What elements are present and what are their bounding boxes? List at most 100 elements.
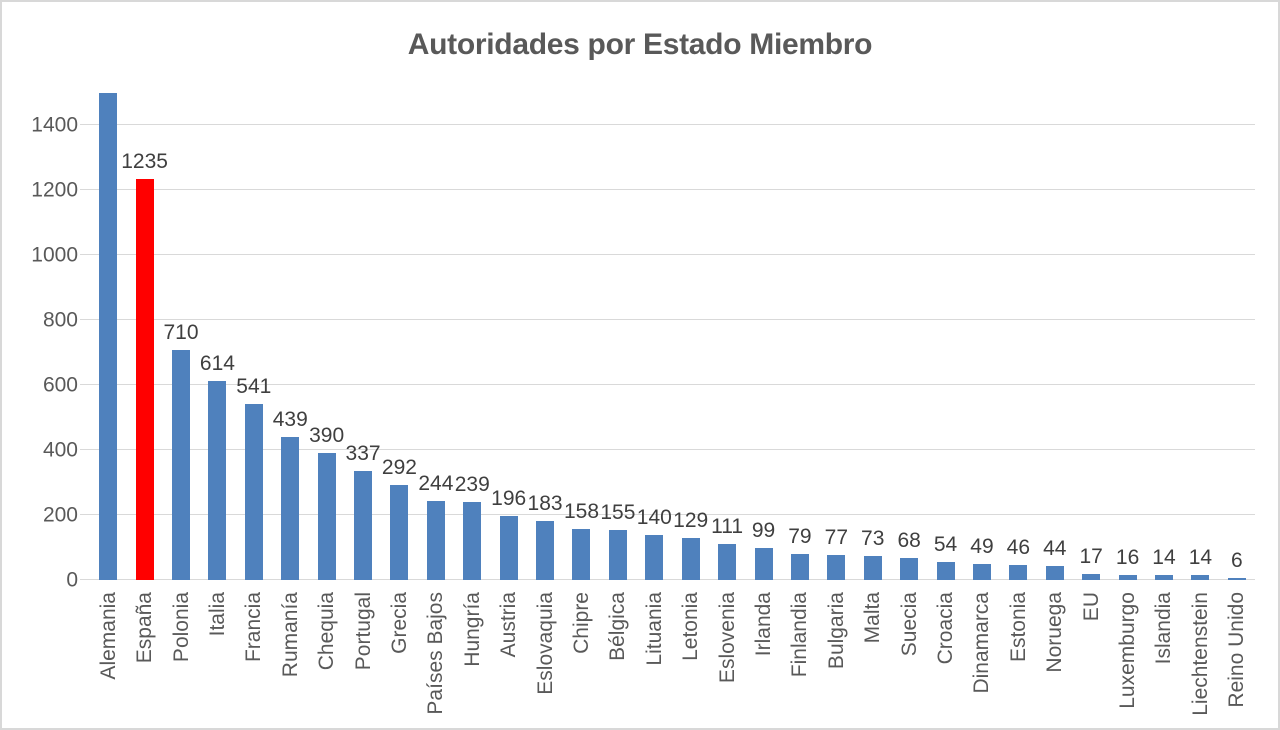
bar [1045,565,1064,580]
x-tick-label: Hungría [460,592,484,667]
bar-slot: 710 [163,93,199,580]
x-tick-label: Reino Unido [1225,592,1249,708]
bar-slot: 68 [891,93,927,580]
bar [463,502,482,580]
bar-slot: 54 [927,93,963,580]
bar [863,556,882,580]
bar-slot: 239 [454,93,490,580]
bar [1227,578,1246,580]
bar [172,349,191,580]
bar-value-label: 46 [1006,536,1031,560]
x-slot: Reino Unido [1219,592,1255,728]
x-slot: EU [1073,592,1109,728]
x-tick-label: Grecia [387,592,411,654]
bar [1191,575,1210,580]
x-slot: España [126,592,162,728]
y-tick-mark [80,514,90,516]
bar [390,485,409,580]
bar-slot: 155 [600,93,636,580]
bar [936,562,955,580]
y-tick-label: 1000 [31,243,78,267]
chart-title: Autoridades por Estado Miembro [407,28,873,61]
bar [754,547,773,580]
bar-slot: 77 [818,93,854,580]
bar-value-label: 14 [1188,546,1213,570]
gridline [90,384,1255,386]
bar-value-label: 68 [897,528,921,552]
x-tick-label: Islandia [1152,592,1176,665]
bar-value-label: 183 [527,491,563,515]
bar-slot: 129 [673,93,709,580]
bar-value-label: 14 [1152,546,1176,570]
bar [281,437,300,580]
x-slot: Suecia [891,592,927,728]
bar-slot: 337 [345,93,381,580]
bar-value-label: 44 [1043,536,1067,560]
bar [608,529,627,580]
bar-value-label: 6 [1230,549,1243,573]
x-tick-label: Eslovaquia [533,592,557,695]
y-tick-label: 200 [42,503,78,527]
bar-slot: 158 [563,93,599,580]
bar [900,557,919,580]
x-tick-label: Países Bajos [424,592,448,715]
y-tick-label: 600 [42,373,78,397]
y-tick-label: 0 [66,568,78,592]
x-tick-label: Rumanía [278,592,302,678]
gridline [90,189,1255,191]
bar [208,380,227,580]
x-slot: Estonia [1000,592,1036,728]
y-axis: 0 200 400 600 800 1000 1200 1400 [2,93,90,591]
bar [645,534,664,580]
x-tick-label: Italia [205,592,229,637]
bar [681,538,700,580]
x-slot: Bulgaria [818,592,854,728]
y-tick-mark [80,254,90,256]
y-tick-label: 1400 [31,113,78,137]
bar-slot: 14 [1146,93,1182,580]
x-tick-label: Bélgica [606,592,630,661]
x-slot: Finlandia [782,592,818,728]
bar [718,543,737,580]
y-tick-mark [80,124,90,126]
bar-slot: 541 [236,93,272,580]
bar [354,470,373,580]
x-tick-label: Portugal [351,592,375,671]
x-slot: Islandia [1146,592,1182,728]
bar-value-label: 77 [824,526,849,550]
bar-value-label: 16 [1115,545,1140,569]
bar-slot: 1235 [121,93,168,580]
x-slot: Irlanda [745,592,781,728]
bar-slot: 390 [308,93,344,580]
y-tick-mark [80,189,90,191]
bar-value-label: 49 [970,535,994,559]
bar-slot: 183 [527,93,563,580]
bar [317,453,336,580]
bar [244,404,263,580]
x-tick-label: Irlanda [752,592,776,657]
bar [499,516,518,580]
x-slot: Malta [855,592,891,728]
bar-slot: 439 [272,93,308,580]
bar-value-label: 158 [563,499,600,523]
x-slot: Dinamarca [964,592,1000,728]
bar [1154,575,1173,580]
x-slot: Liechtenstein [1182,592,1218,728]
y-tick-label: 800 [42,308,78,332]
bar-slot [90,93,126,580]
x-slot: Luxemburgo [1109,592,1145,728]
bar-slot: 73 [855,93,891,580]
x-slot: Eslovaquia [527,592,563,728]
x-tick-label: Eslovenia [715,592,739,684]
x-tick-label: España [133,592,157,664]
x-slot: Grecia [381,592,417,728]
x-slot: Rumanía [272,592,308,728]
bar-value-label: 54 [933,533,958,557]
bar-slot: 99 [745,93,781,580]
bar-value-label: 541 [236,375,272,399]
x-tick-label: Polonia [169,592,193,663]
x-tick-label: Noruega [1043,592,1067,673]
y-tick-label: 400 [42,438,78,462]
x-slot: Países Bajos [418,592,454,728]
